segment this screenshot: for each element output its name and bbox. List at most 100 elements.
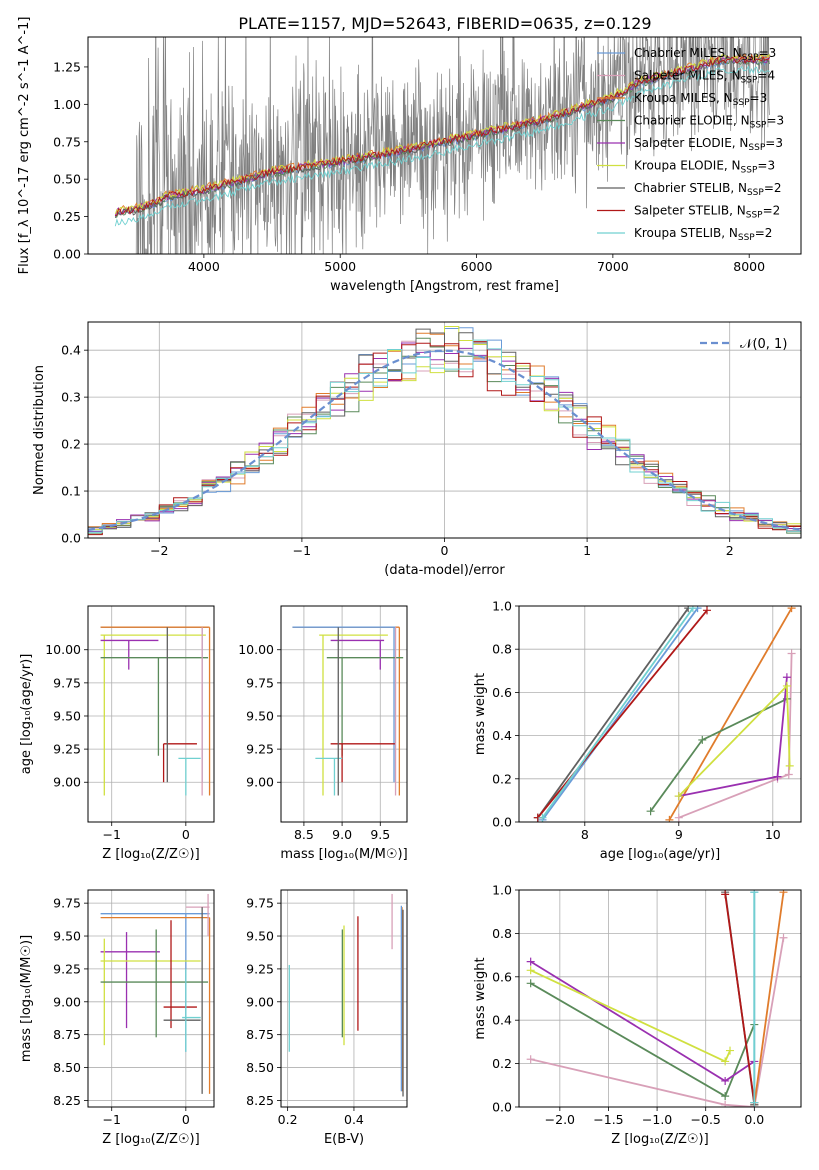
weight-marker — [526, 966, 535, 975]
legend-subscript: SSP — [741, 166, 758, 176]
model-spectrum-8 — [115, 54, 770, 217]
legend-entry: 𝒩(0, 1) — [740, 337, 787, 352]
x-tick-label: 0 — [182, 827, 190, 842]
legend-entry: Salpeter ELODIE, NSSP=3 — [634, 136, 783, 153]
legend-tail: =3 — [766, 114, 784, 128]
x-tick-label: 9 — [675, 827, 683, 842]
legend-subscript: SSP — [748, 143, 765, 153]
legend-entry: Chabrier STELIB, NSSP=2 — [634, 181, 782, 198]
legend-subscript: SSP — [738, 233, 755, 243]
weight-line-3 — [753, 892, 785, 1105]
legend-text: Kroupa MILES, N — [634, 91, 733, 105]
weight-line-2 — [678, 653, 793, 819]
legend-subscript: SSP — [742, 53, 759, 63]
y-tick-label: 9.50 — [246, 708, 274, 723]
y-tick-label: 0.6 — [492, 685, 512, 700]
legend-text: Salpeter ELODIE, N — [634, 136, 748, 150]
y-tick-label: 10.00 — [238, 642, 274, 657]
weight-marker — [721, 1057, 730, 1066]
weight-marker — [782, 681, 791, 690]
axes-frame — [87, 36, 802, 255]
x-tick-label: −0.5 — [691, 1112, 721, 1127]
x-axis-label: age [log₁₀(age/yr)] — [600, 847, 721, 862]
weight-line-8 — [724, 894, 756, 1103]
axes-frame — [87, 605, 215, 823]
x-axis-label: Z [log₁₀(Z/Z☉)] — [102, 847, 199, 862]
y-tick-label: 9.00 — [246, 775, 274, 790]
y-tick-label: 0.0 — [61, 531, 81, 546]
weight-line-8 — [537, 609, 708, 819]
plot-area — [288, 893, 404, 1097]
legend-text: Salpeter STELIB, N — [634, 204, 746, 218]
y-axis-label: mass weight — [473, 673, 488, 755]
y-tick-label: 0.2 — [492, 771, 512, 786]
x-tick-label: 6000 — [461, 259, 493, 274]
weight-marker — [782, 673, 791, 682]
legend-subscript: SSP — [741, 76, 758, 86]
residuals-panel: −2 −1 0 1 2 0.0 0.1 0.2 0.3 0.4 (data-model)/error… — [32, 321, 802, 578]
axes-frame — [280, 605, 408, 823]
legend-subscript: SSP — [747, 188, 764, 198]
y-tick-label: 0.8 — [492, 926, 512, 941]
y-tick-label: 1.00 — [53, 97, 81, 112]
x-tick-label: −1 — [102, 827, 120, 842]
x-tick-label: 9.5 — [370, 827, 390, 842]
x-axis-label: Z [log₁₀(Z/Z☉)] — [611, 1132, 708, 1147]
weight-marker — [784, 770, 793, 779]
y-tick-label: 8.75 — [246, 1027, 274, 1042]
plot-area — [526, 890, 788, 1107]
y-tick-label: 0.00 — [53, 247, 81, 262]
legend-text: Chabrier STELIB, N — [634, 181, 747, 195]
legend-subscript: SSP — [733, 98, 750, 108]
y-tick-label: 0.25 — [53, 209, 81, 224]
weight-marker — [721, 1092, 730, 1101]
y-tick-label: 9.25 — [53, 961, 81, 976]
legend-tail: =2 — [764, 181, 782, 195]
y-tick-label: 0.50 — [53, 172, 81, 187]
legend-tail: =3 — [757, 159, 775, 173]
x-tick-label: 0.2 — [278, 1112, 298, 1127]
weight-marker — [674, 813, 683, 822]
y-tick-label: 9.75 — [53, 896, 81, 911]
weight-marker — [779, 933, 788, 942]
x-tick-label: 8000 — [733, 259, 765, 274]
y-tick-label: 0.8 — [492, 642, 512, 657]
y-tick-label: 9.25 — [53, 742, 81, 757]
y-tick-label: 9.50 — [53, 929, 81, 944]
legend-text: Chabrier ELODIE, N — [634, 114, 750, 128]
legend-tail: =3 — [759, 46, 777, 60]
x-tick-label: 9.0 — [332, 827, 352, 842]
y-tick-label: 8.50 — [53, 1060, 81, 1075]
x-tick-label: 10 — [765, 827, 781, 842]
x-tick-label: 8 — [581, 827, 589, 842]
legend-entry: Salpeter MILES, NSSP=4 — [634, 69, 775, 86]
weight-marker — [688, 606, 697, 613]
y-tick-label: 1.0 — [492, 599, 512, 614]
x-axis-label: wavelength [Angstrom, rest frame] — [330, 279, 559, 294]
weight-marker — [726, 1046, 735, 1055]
y-tick-label: 1.25 — [53, 59, 81, 74]
y-tick-label: 9.00 — [53, 775, 81, 790]
y-tick-label: 0.0 — [492, 1100, 512, 1115]
mass-reddening-panel: 0.2 0.4 8.25 8.50 8.75 9.00 9.25 9.50 9.75 E(B-V) — [246, 889, 408, 1147]
y-axis-label: Normed distribution — [32, 365, 47, 495]
weight-metallicity-panel: −2.0 −1.5 −1.0 −0.5 0.0 0.0 0.2 0.4 0.6 0.8 1.0 Z [… — [473, 883, 802, 1147]
y-tick-label: 0.2 — [61, 437, 81, 452]
weight-marker — [750, 1098, 759, 1107]
legend-entry: Chabrier MILES, NSSP=3 — [634, 46, 776, 63]
weight-line-1 — [541, 607, 699, 821]
x-tick-label: 0.0 — [744, 1112, 764, 1127]
legend-tail: =2 — [763, 204, 781, 218]
y-tick-label: 9.75 — [246, 675, 274, 690]
legend-subscript: SSP — [746, 211, 763, 221]
weight-marker — [526, 979, 535, 988]
y-tick-label: 9.00 — [53, 994, 81, 1009]
legend-tail: =3 — [765, 136, 783, 150]
y-tick-label: 1.0 — [492, 883, 512, 898]
y-axis-label: mass weight — [473, 957, 488, 1039]
y-tick-label: 9.25 — [246, 742, 274, 757]
mass-metallicity-panel: −1 0 8.25 8.50 8.75 9.00 9.25 9.50 9.75 Z [log₁₀(… — [19, 889, 215, 1147]
axes-frame — [87, 321, 802, 539]
y-tick-label: 0.0 — [492, 815, 512, 830]
